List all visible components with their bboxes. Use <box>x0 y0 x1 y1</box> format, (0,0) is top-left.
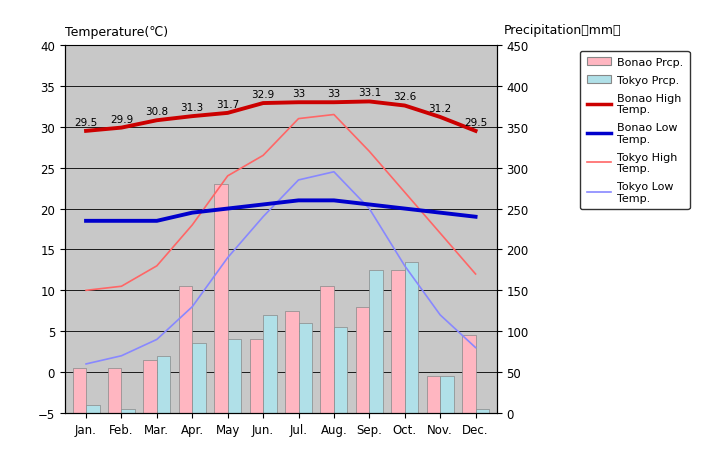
Bar <box>228 340 241 413</box>
Text: 32.6: 32.6 <box>393 92 416 102</box>
Text: 33: 33 <box>328 89 341 99</box>
Bar <box>250 340 263 413</box>
Bar <box>440 376 454 413</box>
Text: Temperature(℃): Temperature(℃) <box>65 26 168 39</box>
Bar <box>299 323 312 413</box>
Bar <box>356 307 369 413</box>
Bar <box>475 409 489 413</box>
Bar <box>143 360 157 413</box>
Bar <box>427 376 440 413</box>
Text: 30.8: 30.8 <box>145 107 168 117</box>
Legend: Bonao Prcp., Tokyo Prcp., Bonao High
Temp., Bonao Low
Temp., Tokyo High
Temp., T: Bonao Prcp., Tokyo Prcp., Bonao High Tem… <box>580 51 690 210</box>
Text: 29.9: 29.9 <box>110 114 133 124</box>
Text: 33.1: 33.1 <box>358 88 381 98</box>
Text: Precipitation（mm）: Precipitation（mm） <box>504 24 621 37</box>
Bar <box>157 356 171 413</box>
Text: 31.3: 31.3 <box>181 103 204 113</box>
Bar <box>192 344 206 413</box>
Bar <box>86 405 99 413</box>
Bar <box>122 409 135 413</box>
Bar <box>215 185 228 413</box>
Bar <box>391 270 405 413</box>
Bar <box>263 315 276 413</box>
Bar <box>334 327 347 413</box>
Text: 33: 33 <box>292 89 305 99</box>
Bar <box>73 368 86 413</box>
Text: 29.5: 29.5 <box>464 118 487 128</box>
Text: 29.5: 29.5 <box>74 118 98 128</box>
Bar <box>320 286 334 413</box>
Text: 32.9: 32.9 <box>251 90 275 100</box>
Text: 31.2: 31.2 <box>428 104 451 114</box>
Text: 31.7: 31.7 <box>216 100 239 110</box>
Bar <box>285 311 299 413</box>
Bar <box>405 262 418 413</box>
Bar <box>108 368 122 413</box>
Bar <box>462 336 475 413</box>
Bar <box>179 286 192 413</box>
Bar <box>369 270 383 413</box>
